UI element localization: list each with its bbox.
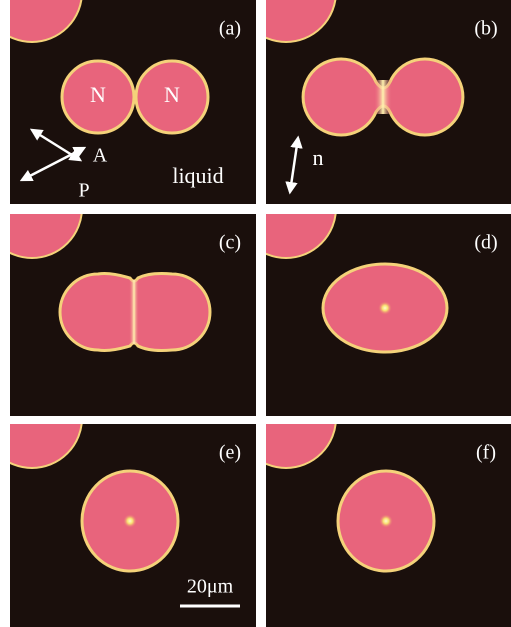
- panel-label: (e): [219, 442, 241, 464]
- droplet-label: N: [90, 82, 106, 107]
- figure: (a) N N A P liquid (b) n (c): [0, 0, 511, 627]
- phase-label: liquid: [172, 163, 223, 188]
- scale-bar-label: 20μm: [187, 576, 234, 598]
- analyzer-label: A: [93, 145, 108, 167]
- droplet-label: N: [164, 82, 180, 107]
- panel-a: (a) N N A P liquid: [0, 0, 256, 204]
- polarizer-label: P: [78, 180, 89, 202]
- panel-label: (a): [219, 18, 241, 40]
- panel-label: (b): [474, 18, 497, 40]
- panel-b: (b) n: [236, 0, 511, 204]
- director-label: n: [313, 145, 324, 170]
- panel-label: (c): [219, 232, 241, 254]
- panel-label: (f): [476, 442, 496, 464]
- panel-label: (d): [474, 232, 497, 254]
